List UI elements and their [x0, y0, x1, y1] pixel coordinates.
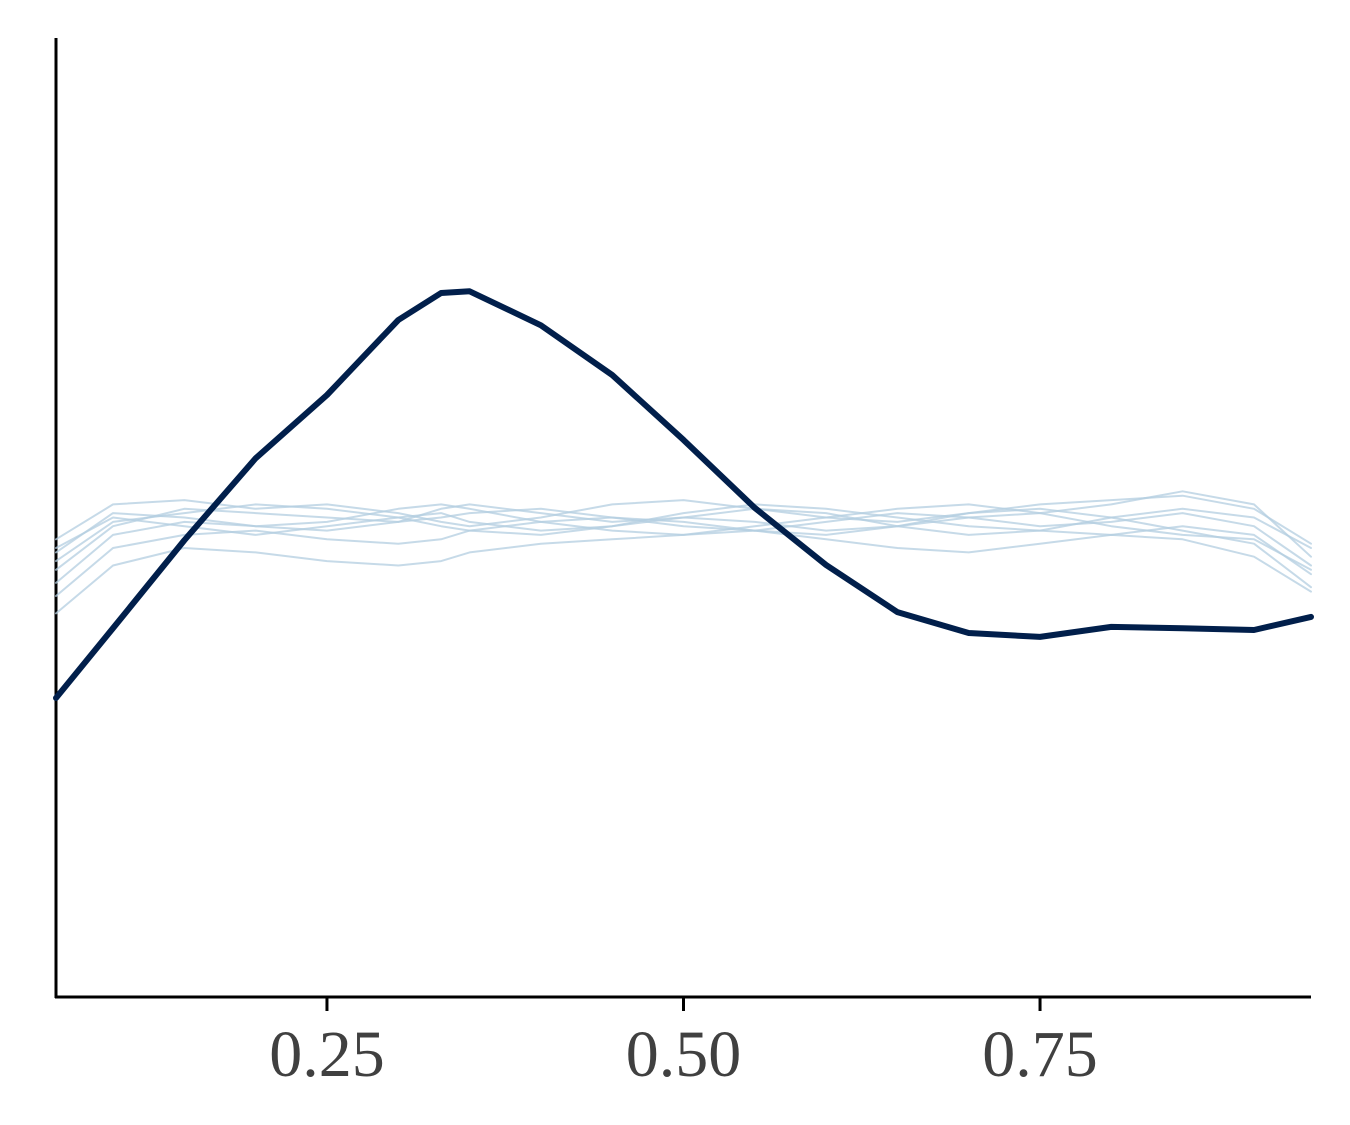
replicate-line — [55, 529, 1312, 615]
replicate-line — [55, 494, 1312, 545]
replicate-line — [55, 490, 1312, 558]
x-tick-label: 0.25 — [269, 1018, 385, 1091]
replicate-line — [55, 503, 1312, 576]
observed-line — [53, 288, 1314, 701]
replicate-line — [55, 503, 1312, 584]
x-tick-label: 0.75 — [982, 1018, 1098, 1091]
x-tick-label: 0.50 — [626, 1018, 742, 1091]
